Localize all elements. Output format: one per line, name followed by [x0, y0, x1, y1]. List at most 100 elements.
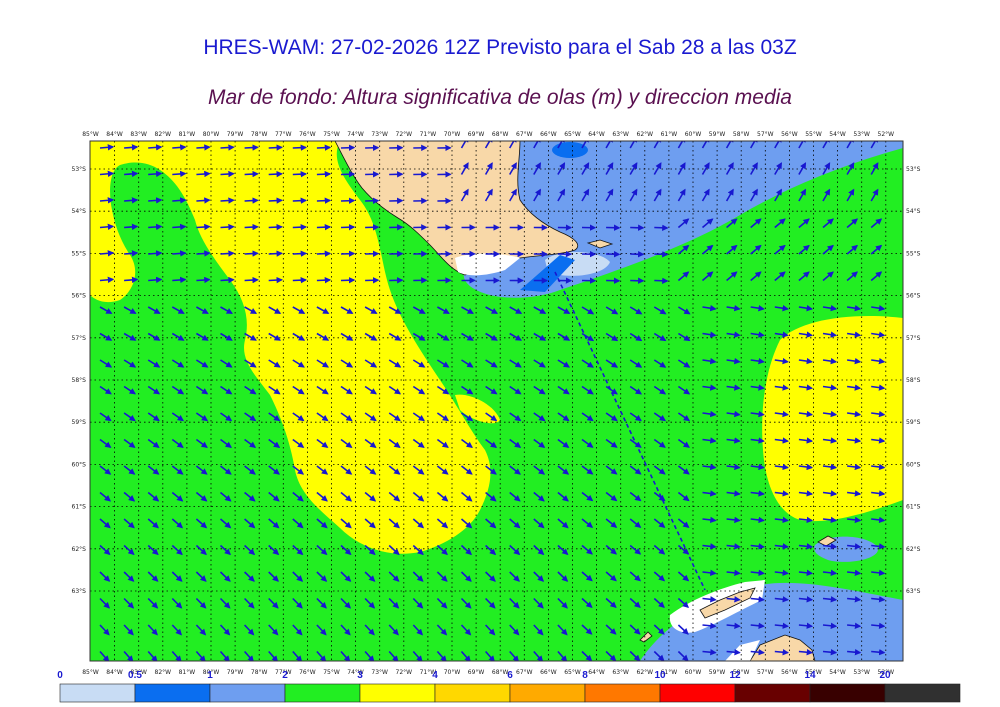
direction-arrow — [726, 244, 738, 255]
direction-arrow — [268, 465, 280, 475]
direction-arrow — [822, 622, 838, 629]
lon-label: 69°W — [468, 131, 485, 138]
direction-arrow — [798, 622, 814, 629]
swell-band-3-4-west — [90, 141, 491, 554]
direction-arrow — [195, 518, 208, 529]
direction-arrow — [292, 465, 305, 475]
direction-arrow — [123, 544, 135, 556]
direction-arrow — [605, 385, 618, 395]
direction-arrow — [846, 410, 862, 418]
lon-label: 77°W — [275, 669, 292, 676]
direction-arrow — [870, 218, 883, 229]
direction-arrow — [172, 223, 187, 231]
lon-label: 73°W — [371, 669, 388, 676]
direction-arrow — [774, 244, 786, 255]
direction-arrow — [99, 170, 115, 178]
direction-arrow — [292, 518, 304, 529]
direction-arrow — [702, 569, 717, 577]
direction-arrow — [340, 306, 354, 315]
direction-arrow — [509, 438, 522, 448]
direction-arrow — [220, 359, 233, 368]
direction-arrow — [774, 384, 789, 391]
direction-arrow — [340, 624, 351, 636]
direction-arrow — [364, 359, 378, 368]
direction-arrow — [461, 465, 473, 475]
direction-arrow — [750, 569, 765, 577]
ice-antarctic-peninsula — [725, 640, 760, 661]
direction-arrow — [653, 597, 665, 609]
lon-label: 60°W — [685, 669, 702, 676]
direction-arrow — [99, 332, 113, 341]
direction-arrow — [219, 650, 230, 661]
direction-arrow — [605, 518, 618, 528]
lon-label: 75°W — [323, 131, 340, 138]
direction-arrow — [484, 162, 493, 175]
direction-arrow — [99, 250, 115, 257]
direction-arrow — [847, 622, 862, 629]
direction-arrow — [147, 332, 161, 341]
direction-arrow — [147, 518, 159, 529]
direction-arrow — [171, 491, 184, 502]
direction-arrow — [437, 306, 450, 315]
direction-arrow — [268, 624, 279, 636]
direction-arrow — [774, 357, 789, 365]
direction-arrow — [847, 490, 862, 497]
direction-arrow — [605, 162, 614, 175]
lon-label: 82°W — [155, 131, 172, 138]
direction-arrow — [268, 491, 280, 502]
direction-arrow — [364, 332, 378, 341]
colorbar-tick-label: 10 — [654, 670, 666, 681]
direction-arrow — [147, 359, 161, 368]
direction-arrow — [629, 624, 641, 635]
direction-arrow — [726, 384, 741, 391]
direction-arrow — [485, 571, 496, 582]
direction-arrow — [436, 359, 450, 368]
direction-arrow — [244, 223, 259, 231]
direction-arrow — [750, 410, 765, 418]
direction-arrow — [702, 463, 717, 471]
direction-arrow — [219, 624, 231, 636]
direction-arrow — [822, 162, 831, 175]
direction-arrow — [220, 197, 235, 204]
direction-arrow — [557, 438, 570, 448]
direction-arrow — [195, 438, 208, 448]
direction-arrow — [677, 465, 690, 475]
direction-arrow — [244, 359, 257, 368]
direction-arrow — [774, 463, 789, 471]
direction-arrow — [364, 571, 376, 582]
lon-label: 85°W — [82, 669, 99, 676]
direction-arrow — [124, 223, 139, 231]
colorbar-swatch — [809, 683, 886, 703]
direction-arrow — [701, 271, 714, 282]
direction-arrow — [846, 218, 859, 229]
direction-arrow — [436, 385, 450, 395]
direction-arrow — [605, 438, 618, 448]
lat-label: 63°S — [72, 588, 87, 595]
direction-arrow — [677, 491, 690, 502]
direction-arrow — [220, 223, 235, 231]
direction-arrow — [798, 304, 814, 312]
direction-arrow — [533, 306, 547, 315]
lat-label: 55°S — [72, 250, 87, 257]
lon-label: 69°W — [468, 669, 485, 676]
direction-arrow — [677, 244, 690, 255]
direction-arrow — [533, 465, 546, 475]
direction-arrow — [485, 332, 498, 341]
lat-label: 62°S — [72, 546, 87, 553]
lat-labels-left: 53°S 54°S 55°S 56°S 57°S 58°S 59°S 60°S 61°S 62°S… — [72, 166, 87, 595]
direction-arrow — [653, 162, 662, 175]
direction-arrow — [871, 490, 886, 497]
direction-arrow — [847, 649, 862, 656]
direction-arrow — [364, 438, 377, 448]
direction-arrow — [581, 465, 594, 475]
direction-arrow — [581, 571, 593, 582]
direction-arrow — [509, 571, 520, 582]
lat-label: 58°S — [906, 377, 921, 384]
direction-arrow — [677, 571, 690, 582]
direction-arrow — [653, 491, 666, 502]
direction-arrow — [171, 332, 185, 341]
direction-arrow — [340, 491, 353, 502]
colorbar-tick-label: 4 — [432, 670, 438, 681]
direction-arrow — [292, 332, 306, 341]
direction-arrow — [798, 331, 814, 338]
